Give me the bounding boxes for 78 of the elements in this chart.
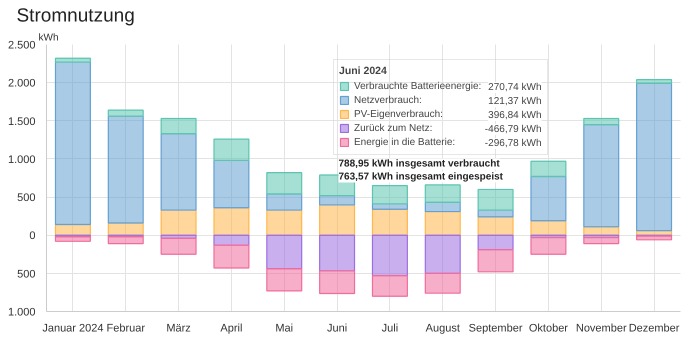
annotation: -296,78 kWh bbox=[484, 138, 542, 149]
annotation: 121,37 kWh bbox=[488, 96, 542, 107]
bar bbox=[54, 58, 91, 63]
bar bbox=[530, 176, 566, 222]
bar bbox=[266, 172, 302, 195]
annotation: 788,95 kWh insgesamt verbraucht bbox=[338, 158, 500, 170]
x-tick-label: Juli bbox=[382, 322, 398, 334]
bar bbox=[266, 268, 302, 292]
bar bbox=[160, 118, 197, 134]
x-tick-label: September bbox=[468, 322, 523, 334]
bar bbox=[372, 185, 408, 205]
x-tick-label: Juni bbox=[326, 322, 348, 334]
bar bbox=[266, 209, 302, 236]
y-tick-label: 500 bbox=[17, 268, 36, 280]
bar bbox=[424, 234, 461, 274]
y-tick-label: 1.000 bbox=[8, 306, 36, 318]
bar bbox=[108, 110, 144, 117]
legend-label: Energie in die Batterie: bbox=[354, 136, 456, 148]
legend-label: Netzverbrauch: bbox=[354, 94, 422, 106]
x-tick-label: Dezember bbox=[628, 322, 680, 334]
bar bbox=[213, 160, 250, 208]
bar bbox=[266, 193, 302, 211]
bar bbox=[54, 61, 91, 226]
legend-label: Zurück zum Netz: bbox=[354, 122, 432, 134]
bar bbox=[160, 209, 197, 236]
bar bbox=[54, 236, 91, 242]
bar bbox=[213, 207, 250, 236]
bar bbox=[319, 234, 356, 272]
y-tick-label: 2.000 bbox=[8, 78, 36, 90]
annotation: 270,74 kWh bbox=[488, 82, 542, 93]
x-tick-label: August bbox=[426, 322, 460, 334]
x-tick-label: April bbox=[220, 322, 242, 334]
bar bbox=[372, 234, 408, 276]
bar bbox=[160, 238, 197, 255]
x-tick-label: Februar bbox=[106, 322, 146, 334]
bar bbox=[636, 82, 672, 232]
y-tick-label: 1.000 bbox=[8, 154, 36, 166]
x-tick-label: Januar 2024 bbox=[42, 322, 104, 334]
annotation: -466,79 kWh bbox=[484, 124, 542, 135]
y-tick-label: 1.500 bbox=[8, 116, 36, 128]
bar bbox=[583, 124, 620, 228]
annotation: 763,57 kWh insgesamt eingespeist bbox=[338, 172, 504, 182]
bar bbox=[160, 133, 197, 211]
bar bbox=[478, 188, 514, 211]
bar bbox=[424, 272, 461, 294]
bar bbox=[108, 116, 144, 224]
x-tick-label: November bbox=[576, 322, 627, 334]
bar bbox=[319, 204, 356, 236]
bar bbox=[424, 210, 461, 236]
x-tick-label: Oktober bbox=[528, 322, 568, 334]
bar bbox=[530, 236, 566, 255]
bar bbox=[530, 160, 566, 178]
y-tick-label: 0 bbox=[29, 230, 36, 242]
y-tick-label: 500 bbox=[17, 192, 36, 204]
bar bbox=[108, 236, 144, 244]
bar bbox=[636, 235, 672, 240]
y-tick-label: 2.500 bbox=[8, 40, 36, 52]
bar bbox=[372, 275, 408, 297]
bar bbox=[213, 138, 250, 162]
y-axis-title: kWh bbox=[38, 32, 58, 44]
legend-title: Juni 2024 bbox=[339, 65, 388, 77]
bar bbox=[424, 184, 461, 204]
bar bbox=[213, 234, 250, 246]
bar bbox=[372, 208, 408, 236]
bar bbox=[478, 234, 514, 250]
legend-label: Verbrauchte Batterieenergie: bbox=[354, 80, 482, 92]
x-tick-label: März bbox=[166, 322, 191, 334]
chart-title: Stromnutzung bbox=[16, 6, 135, 26]
bar bbox=[478, 249, 514, 272]
x-tick-label: Mai bbox=[275, 322, 294, 334]
bar bbox=[583, 236, 620, 244]
bar bbox=[213, 244, 250, 269]
annotation: 396,84 kWh bbox=[488, 110, 542, 121]
legend-label: PV-Eigenverbrauch: bbox=[354, 108, 443, 120]
bar bbox=[266, 234, 302, 270]
bar bbox=[583, 118, 620, 126]
bar bbox=[636, 78, 672, 84]
bar bbox=[319, 270, 356, 294]
